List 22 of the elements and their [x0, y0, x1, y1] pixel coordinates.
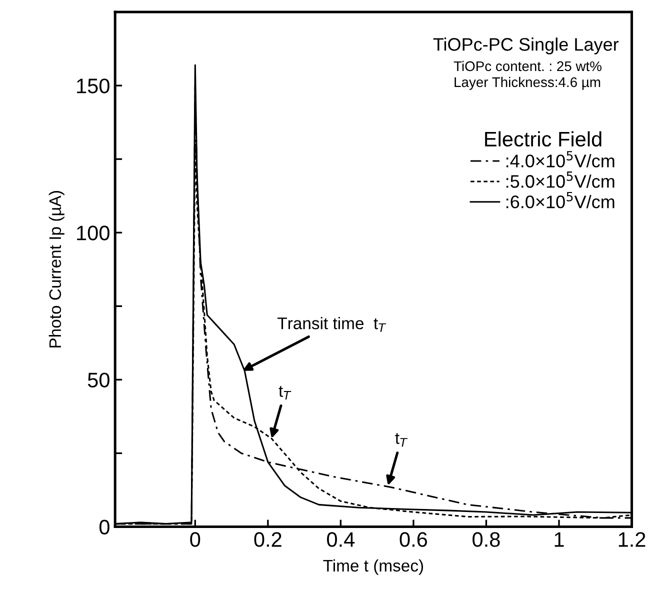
legend-label: :5.0×10$^{5}$V/cm: [506, 172, 614, 188]
x-tick-label: 0.2: [254, 532, 282, 547]
legend-title: Electric Field: [485, 131, 602, 147]
x-tick-label: 1.2: [618, 532, 646, 547]
x-tick-label: 1: [554, 532, 564, 547]
legend-label: :6.0×10$^{5}$V/cm: [506, 192, 614, 208]
annotation: Transit time t$_{T}$: [278, 317, 386, 332]
text: TiOPc content. : 25 wt% Layer Thickness:4.6 µm: [454, 60, 602, 90]
legend-label: :4.0×10$^{5}$V/cm: [506, 151, 614, 168]
y-axis-title: Photo Current Ip (µA): [48, 191, 64, 348]
annotation: t$_{T}$: [278, 386, 292, 400]
annotation: t$_{T}$: [395, 433, 408, 447]
x-axis-title: Time t (msec): [323, 559, 424, 575]
x-tick-label: 0: [190, 532, 200, 547]
y-tick-label: 50: [88, 372, 110, 388]
x-tick-label: 0.6: [400, 532, 428, 547]
y-tick-label: 100: [77, 226, 110, 240]
y-tick-label: 150: [77, 78, 110, 94]
text: TiOPc-PC Single Layer: [433, 38, 619, 54]
x-tick-label: 0.8: [472, 532, 500, 547]
x-tick-label: 0.4: [327, 532, 355, 547]
y-tick-label: 0: [99, 520, 110, 535]
